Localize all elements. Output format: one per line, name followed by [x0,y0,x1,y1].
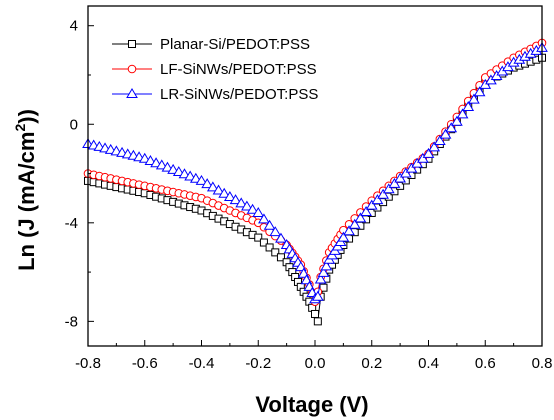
data-point [388,177,401,188]
x-tick-label: 0.2 [361,355,382,372]
data-point [314,273,327,284]
data-point [212,184,225,195]
legend-label: Planar-Si/PEDOT:PSS [160,36,310,53]
data-point [252,206,265,217]
data-point [128,40,136,48]
data-point [317,266,330,277]
x-tick-label: 0.4 [418,355,439,372]
data-point [422,147,435,158]
legend-entry: LR-SiNWs/PEDOT:PSS [112,86,318,103]
data-point [167,163,179,174]
x-tick-label: 0.6 [475,355,496,372]
legend-label: LR-SiNWs/PEDOT:PSS [160,86,318,103]
data-point [258,213,270,224]
data-point [201,178,214,189]
data-point [411,157,424,168]
data-point [433,135,446,146]
data-point [445,122,458,133]
x-axis-title: Voltage (V) [255,392,368,417]
series-2 [83,38,547,306]
data-point [235,197,248,208]
data-point [241,200,253,211]
data-point [382,183,395,194]
x-tick-label: -0.6 [132,355,158,372]
data-point [155,159,168,170]
data-point [405,162,418,173]
data-point [313,317,322,326]
x-tick-label: 0.0 [305,355,326,372]
data-point [271,248,280,257]
data-point [144,154,157,165]
x-tick-label: -0.4 [189,355,215,372]
data-point [265,243,274,252]
chart-marks [82,38,548,326]
data-point [184,170,197,181]
data-point [371,194,384,205]
data-point [161,161,174,172]
y-tick-label: 4 [70,18,78,35]
data-point [195,174,208,185]
data-point [311,309,319,318]
series-line [87,42,543,304]
data-point [360,205,372,216]
data-point [189,172,202,183]
data-point [150,157,162,168]
data-point [394,172,406,183]
data-point [473,86,486,97]
data-point [218,187,231,198]
data-point [348,218,361,229]
data-point [439,128,452,139]
x-tick-label: -0.8 [75,355,101,372]
data-point [269,226,282,237]
data-point [229,194,242,205]
data-point [320,260,333,271]
y-axis-title: Ln (J (mA/cm2)) [12,109,39,271]
x-tick-label: -0.2 [245,355,271,372]
data-point [377,188,389,199]
y-tick-label: -8 [65,313,78,330]
data-point [311,290,324,301]
data-point [365,199,378,210]
data-point [127,64,137,74]
data-point [246,203,259,214]
legend-entry: Planar-Si/PEDOT:PSS [112,36,310,53]
data-point [456,108,469,119]
legend-entry: LF-SiNWs/PEDOT:PSS [112,61,317,78]
data-point [399,167,412,178]
axis-ticks: -0.8 -0.6 -0.4 -0.2 0.0 0.2 0.4 0.6 0.8 4 0 -4 -8 [65,18,553,372]
data-point [138,152,151,163]
x-tick-label: 0.8 [532,355,553,372]
data-point [206,181,219,192]
data-point [178,168,191,179]
data-point [354,212,367,223]
y-axis-title-tail: )) [14,109,39,124]
y-tick-label: 0 [70,116,78,133]
data-point [224,190,236,201]
data-point [451,115,463,126]
data-point [275,232,287,243]
y-axis-title-main: Ln (J (mA/cm [14,132,39,271]
legend-label: LF-SiNWs/PEDOT:PSS [160,61,317,78]
y-tick-label: -4 [65,215,78,232]
data-point [126,88,138,98]
data-point [319,283,328,292]
data-point [254,233,263,242]
data-point [462,101,475,112]
data-point [416,152,429,163]
data-point [276,253,285,262]
data-point [172,166,185,177]
data-point [468,93,480,104]
series-3 [82,41,548,304]
data-point [343,225,355,236]
data-point [263,219,276,230]
data-point [259,238,268,247]
legend: Planar-Si/PEDOT:PSS LF-SiNWs/PEDOT:PSS LR-… [112,36,318,103]
data-point [428,141,441,152]
y-axis-title-superscript: 2 [12,124,28,132]
data-point [337,231,350,242]
